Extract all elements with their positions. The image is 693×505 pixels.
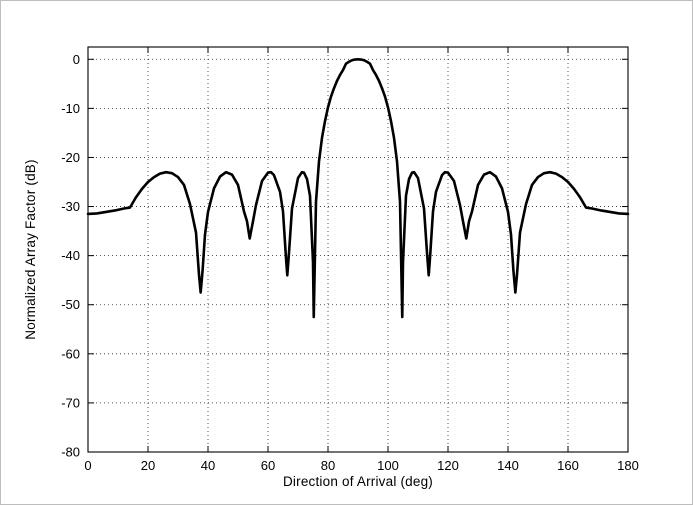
- x-axis-title: Direction of Arrival (deg): [282, 474, 433, 489]
- y-tick-label: -40: [61, 248, 80, 263]
- y-tick-label: -10: [61, 101, 80, 116]
- x-tick-label: 140: [497, 458, 519, 473]
- x-tick-label: 0: [84, 458, 91, 473]
- y-tick-label: -80: [61, 445, 80, 460]
- axes-box: [87, 46, 629, 453]
- x-tick-label: 160: [557, 458, 579, 473]
- y-tick-label: -50: [61, 297, 80, 312]
- x-tick-label: 100: [377, 458, 399, 473]
- y-tick-label: -60: [61, 346, 80, 361]
- array-factor-curve: [86, 57, 630, 319]
- y-tick-label: -20: [61, 150, 80, 165]
- y-tick-label: -70: [61, 395, 80, 410]
- x-tick-label: 20: [141, 458, 155, 473]
- y-tick-label: -30: [61, 199, 80, 214]
- x-tick-label: 180: [617, 458, 639, 473]
- y-tick-label: 0: [73, 52, 80, 67]
- x-tick-label: 80: [321, 458, 335, 473]
- x-tick-label: 120: [437, 458, 459, 473]
- x-tick-label: 40: [201, 458, 215, 473]
- x-tick-label: 60: [261, 458, 275, 473]
- y-axis-title: Normalized Array Factor (dB): [23, 159, 38, 340]
